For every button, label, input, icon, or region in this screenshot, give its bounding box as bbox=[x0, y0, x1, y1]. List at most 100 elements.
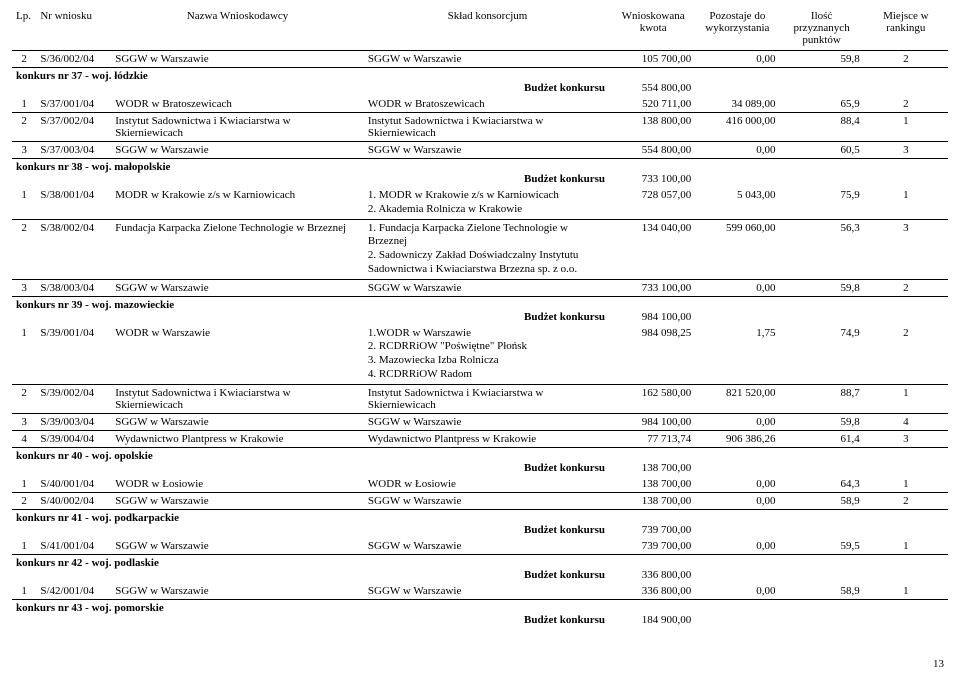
budzet-value: 138 700,00 bbox=[611, 462, 695, 476]
cell-rank: 1 bbox=[864, 384, 948, 413]
cell-sklad: 1. Fundacja Karpacka Zielone Technologie… bbox=[364, 219, 611, 279]
cell-sklad: SGGW w Warszawie bbox=[364, 492, 611, 509]
cell-rank: 3 bbox=[864, 430, 948, 447]
cell-rank: 1 bbox=[864, 583, 948, 600]
budzet-value: 984 100,00 bbox=[611, 311, 695, 325]
budzet-value: 336 800,00 bbox=[611, 569, 695, 583]
cell-name: WODR w Bratoszewicach bbox=[111, 96, 364, 113]
cell-name: SGGW w Warszawie bbox=[111, 279, 364, 296]
budzet-value: 739 700,00 bbox=[611, 524, 695, 538]
cell-pozost: 0,00 bbox=[695, 492, 779, 509]
cell-sklad: SGGW w Warszawie bbox=[364, 279, 611, 296]
cell-nr: S/38/003/04 bbox=[36, 279, 111, 296]
cell-sklad: Instytut Sadownictwa i Kwiaciarstwa w Sk… bbox=[364, 384, 611, 413]
konkurs-label: konkurs nr 39 - woj. mazowieckie bbox=[12, 296, 948, 311]
cell-nr: S/42/001/04 bbox=[36, 583, 111, 600]
cell-nr: S/39/003/04 bbox=[36, 413, 111, 430]
cell-punkty: 75,9 bbox=[779, 187, 863, 219]
col-punkty: Ilość przyznanychpunktów bbox=[779, 8, 863, 51]
cell-pozost: 0,00 bbox=[695, 51, 779, 68]
konkurs-title: konkurs nr 42 - woj. podlaskie bbox=[12, 554, 948, 569]
col-pozost: Pozostaje dowykorzystania bbox=[695, 8, 779, 51]
cell-punkty: 65,9 bbox=[779, 96, 863, 113]
cell-name: SGGW w Warszawie bbox=[111, 492, 364, 509]
cell-lp: 1 bbox=[12, 325, 36, 385]
cell-rank: 4 bbox=[864, 413, 948, 430]
budzet-value: 733 100,00 bbox=[611, 173, 695, 187]
cell-punkty: 59,8 bbox=[779, 279, 863, 296]
cell-pozost: 34 089,00 bbox=[695, 96, 779, 113]
cell-name: SGGW w Warszawie bbox=[111, 51, 364, 68]
cell-lp: 3 bbox=[12, 279, 36, 296]
table-row: 2S/36/002/04SGGW w WarszawieSGGW w Warsz… bbox=[12, 51, 948, 68]
cell-punkty: 88,4 bbox=[779, 113, 863, 142]
table-row: 2S/40/002/04SGGW w WarszawieSGGW w Warsz… bbox=[12, 492, 948, 509]
table-row: 4S/39/004/04Wydawnictwo Plantpress w Kra… bbox=[12, 430, 948, 447]
cell-lp: 3 bbox=[12, 142, 36, 159]
cell-rank: 1 bbox=[864, 538, 948, 555]
cell-sklad: SGGW w Warszawie bbox=[364, 538, 611, 555]
cell-rank: 1 bbox=[864, 476, 948, 493]
budzet-label: Budżet konkursu bbox=[364, 82, 611, 96]
budzet-label: Budżet konkursu bbox=[364, 462, 611, 476]
cell-nr: S/38/002/04 bbox=[36, 219, 111, 279]
konkurs-label: konkurs nr 40 - woj. opolskie bbox=[12, 447, 948, 462]
cell-punkty: 58,9 bbox=[779, 492, 863, 509]
cell-kwota: 984 098,25 bbox=[611, 325, 695, 385]
cell-punkty: 88,7 bbox=[779, 384, 863, 413]
cell-sklad: WODR w Łosiowie bbox=[364, 476, 611, 493]
cell-lp: 3 bbox=[12, 413, 36, 430]
cell-pozost: 416 000,00 bbox=[695, 113, 779, 142]
table-header-row: Lp. Nr wniosku Nazwa Wnioskodawcy Skład … bbox=[12, 8, 948, 51]
table-row: 1S/42/001/04SGGW w WarszawieSGGW w Warsz… bbox=[12, 583, 948, 600]
cell-rank: 2 bbox=[864, 96, 948, 113]
col-lp: Lp. bbox=[12, 8, 36, 51]
cell-rank: 3 bbox=[864, 219, 948, 279]
cell-pozost: 0,00 bbox=[695, 583, 779, 600]
cell-nr: S/37/002/04 bbox=[36, 113, 111, 142]
cell-kwota: 984 100,00 bbox=[611, 413, 695, 430]
cell-nr: S/40/001/04 bbox=[36, 476, 111, 493]
cell-lp: 1 bbox=[12, 538, 36, 555]
budzet-label: Budżet konkursu bbox=[364, 569, 611, 583]
cell-punkty: 59,8 bbox=[779, 51, 863, 68]
cell-lp: 1 bbox=[12, 96, 36, 113]
cell-punkty: 56,3 bbox=[779, 219, 863, 279]
cell-sklad: SGGW w Warszawie bbox=[364, 413, 611, 430]
table-row: 1S/37/001/04WODR w BratoszewicachWODR w … bbox=[12, 96, 948, 113]
cell-nr: S/41/001/04 bbox=[36, 538, 111, 555]
table-row: 1S/39/001/04WODR w Warszawie1.WODR w War… bbox=[12, 325, 948, 385]
konkurs-title: konkurs nr 40 - woj. opolskie bbox=[12, 447, 948, 462]
cell-kwota: 336 800,00 bbox=[611, 583, 695, 600]
cell-lp: 2 bbox=[12, 113, 36, 142]
budzet-row: Budżet konkursu984 100,00 bbox=[12, 311, 948, 325]
budzet-value: 554 800,00 bbox=[611, 82, 695, 96]
konkurs-title: konkurs nr 41 - woj. podkarpackie bbox=[12, 509, 948, 524]
cell-punkty: 59,5 bbox=[779, 538, 863, 555]
table-row: 3S/37/003/04SGGW w WarszawieSGGW w Warsz… bbox=[12, 142, 948, 159]
cell-lp: 2 bbox=[12, 492, 36, 509]
cell-pozost: 0,00 bbox=[695, 413, 779, 430]
cell-pozost: 0,00 bbox=[695, 279, 779, 296]
konkurs-label: konkurs nr 41 - woj. podkarpackie bbox=[12, 509, 948, 524]
cell-pozost: 0,00 bbox=[695, 538, 779, 555]
cell-sklad: WODR w Bratoszewicach bbox=[364, 96, 611, 113]
budzet-label: Budżet konkursu bbox=[364, 173, 611, 187]
table-row: 2S/38/002/04Fundacja Karpacka Zielone Te… bbox=[12, 219, 948, 279]
cell-sklad: Wydawnictwo Plantpress w Krakowie bbox=[364, 430, 611, 447]
budzet-row: Budżet konkursu184 900,00 bbox=[12, 614, 948, 628]
cell-pozost: 5 043,00 bbox=[695, 187, 779, 219]
budzet-value: 184 900,00 bbox=[611, 614, 695, 628]
cell-punkty: 58,9 bbox=[779, 583, 863, 600]
budzet-label: Budżet konkursu bbox=[364, 311, 611, 325]
cell-kwota: 138 700,00 bbox=[611, 476, 695, 493]
cell-punkty: 61,4 bbox=[779, 430, 863, 447]
konkurs-label: konkurs nr 43 - woj. pomorskie bbox=[12, 599, 948, 614]
cell-name: WODR w Łosiowie bbox=[111, 476, 364, 493]
cell-kwota: 134 040,00 bbox=[611, 219, 695, 279]
konkurs-label: konkurs nr 38 - woj. małopolskie bbox=[12, 159, 948, 174]
table-row: 3S/39/003/04SGGW w WarszawieSGGW w Warsz… bbox=[12, 413, 948, 430]
cell-sklad: SGGW w Warszawie bbox=[364, 583, 611, 600]
table-row: 2S/37/002/04Instytut Sadownictwa i Kwiac… bbox=[12, 113, 948, 142]
cell-name: SGGW w Warszawie bbox=[111, 583, 364, 600]
